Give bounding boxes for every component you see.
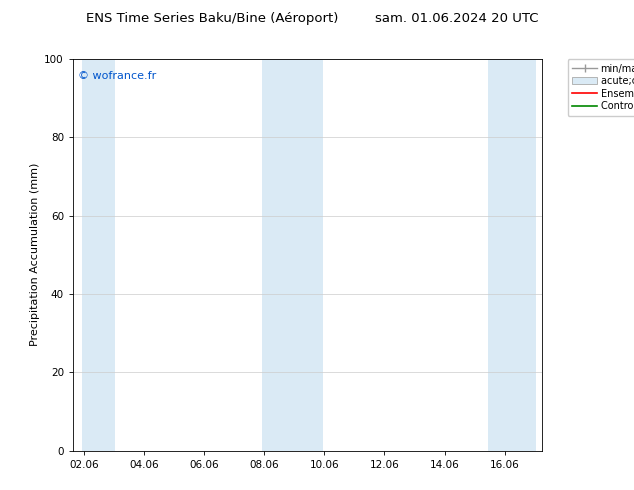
Y-axis label: Precipitation Accumulation (mm): Precipitation Accumulation (mm): [30, 163, 40, 346]
Bar: [262, 59, 323, 451]
Bar: [82, 59, 115, 451]
Legend: min/max, acute;cart type, Ensemble mean run, Controll run: min/max, acute;cart type, Ensemble mean …: [567, 59, 634, 116]
Text: ENS Time Series Baku/Bine (Aéroport): ENS Time Series Baku/Bine (Aéroport): [86, 12, 339, 25]
Bar: [488, 59, 536, 451]
Text: sam. 01.06.2024 20 UTC: sam. 01.06.2024 20 UTC: [375, 12, 538, 25]
Text: © wofrance.fr: © wofrance.fr: [77, 71, 156, 80]
